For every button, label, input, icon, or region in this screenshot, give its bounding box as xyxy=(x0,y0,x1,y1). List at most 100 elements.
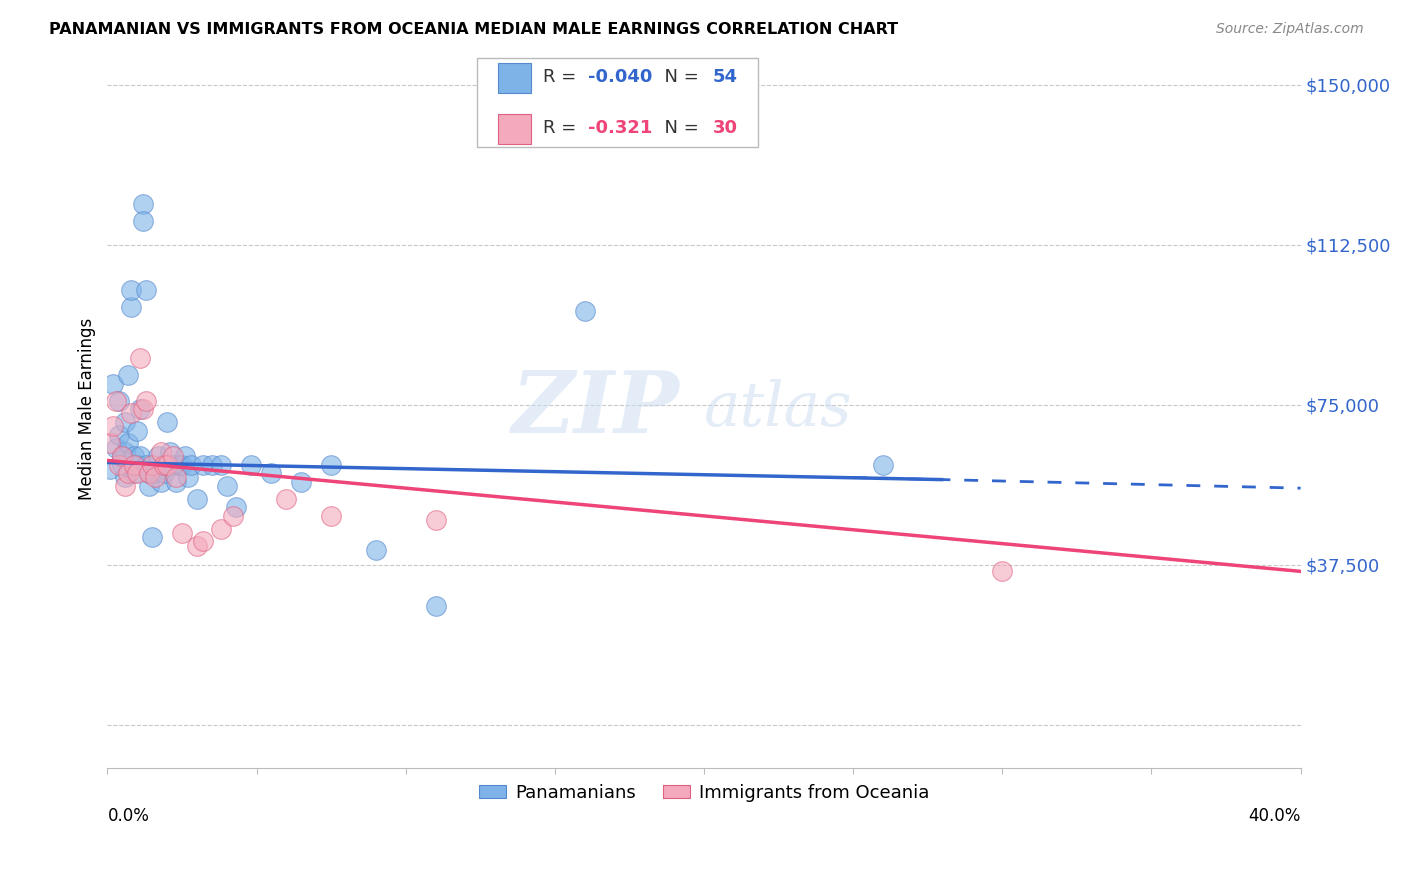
Point xyxy=(143,467,166,481)
Point xyxy=(122,467,145,481)
Text: -0.040: -0.040 xyxy=(588,68,652,87)
Point xyxy=(132,214,155,228)
Point xyxy=(117,368,139,382)
Point xyxy=(215,479,238,493)
Point xyxy=(153,467,176,481)
Text: 54: 54 xyxy=(713,68,737,87)
Point xyxy=(276,491,298,506)
Point xyxy=(127,467,149,481)
Point xyxy=(186,539,208,553)
Point xyxy=(425,513,447,527)
Text: R =: R = xyxy=(543,120,588,137)
Legend: Panamanians, Immigrants from Oceania: Panamanians, Immigrants from Oceania xyxy=(471,776,936,809)
Point xyxy=(239,458,262,472)
Point xyxy=(108,393,131,408)
Point xyxy=(191,458,214,472)
Point xyxy=(221,508,243,523)
Point xyxy=(165,470,187,484)
Point xyxy=(191,534,214,549)
Point xyxy=(103,419,125,434)
Point xyxy=(872,458,894,472)
Point xyxy=(132,402,155,417)
Point xyxy=(156,415,179,429)
Point xyxy=(111,458,134,472)
Point xyxy=(114,415,136,429)
Point xyxy=(129,402,152,417)
Point xyxy=(120,300,142,314)
Text: PANAMANIAN VS IMMIGRANTS FROM OCEANIA MEDIAN MALE EARNINGS CORRELATION CHART: PANAMANIAN VS IMMIGRANTS FROM OCEANIA ME… xyxy=(49,22,898,37)
Text: 0.0%: 0.0% xyxy=(107,807,149,825)
Point xyxy=(150,475,173,489)
Point xyxy=(132,197,155,211)
Point xyxy=(364,543,387,558)
Point xyxy=(167,458,190,472)
Point xyxy=(117,467,139,481)
Point xyxy=(991,565,1014,579)
Y-axis label: Median Male Earnings: Median Male Earnings xyxy=(79,318,96,500)
Point xyxy=(138,479,160,493)
Bar xyxy=(498,62,531,93)
Point xyxy=(170,458,193,472)
Point xyxy=(127,424,149,438)
Point xyxy=(209,458,232,472)
Text: N =: N = xyxy=(652,120,704,137)
Point xyxy=(122,458,145,472)
Text: atlas: atlas xyxy=(704,379,852,439)
Point xyxy=(156,458,179,472)
Point xyxy=(98,462,121,476)
Text: Source: ZipAtlas.com: Source: ZipAtlas.com xyxy=(1216,22,1364,37)
Point xyxy=(127,458,149,472)
Point xyxy=(143,470,166,484)
Point xyxy=(135,458,157,472)
Point xyxy=(186,491,208,506)
Point xyxy=(111,449,134,463)
Point xyxy=(108,427,131,442)
Point xyxy=(162,458,184,472)
FancyBboxPatch shape xyxy=(477,58,758,147)
Point xyxy=(105,441,128,455)
Text: N =: N = xyxy=(652,68,704,87)
Point xyxy=(209,522,232,536)
Point xyxy=(122,449,145,463)
Point xyxy=(114,445,136,459)
Text: 40.0%: 40.0% xyxy=(1249,807,1301,825)
Point xyxy=(574,304,596,318)
Point xyxy=(138,467,160,481)
Point xyxy=(138,467,160,481)
Point xyxy=(135,283,157,297)
Point xyxy=(150,445,173,459)
Point xyxy=(260,467,283,481)
Point xyxy=(177,470,200,484)
Text: 30: 30 xyxy=(713,120,737,137)
Point xyxy=(201,458,224,472)
Point xyxy=(103,376,125,391)
Point xyxy=(129,449,152,463)
Point xyxy=(117,436,139,450)
Point xyxy=(98,436,121,450)
Text: ZIP: ZIP xyxy=(512,368,681,451)
Point xyxy=(120,407,142,421)
Point xyxy=(135,393,157,408)
Point xyxy=(321,508,343,523)
Point xyxy=(159,445,181,459)
Point xyxy=(170,525,193,540)
Point xyxy=(129,351,152,365)
Point xyxy=(141,530,163,544)
Point xyxy=(174,449,197,463)
Point xyxy=(180,458,202,472)
Point xyxy=(165,475,187,489)
Point xyxy=(120,283,142,297)
Text: R =: R = xyxy=(543,68,582,87)
Point xyxy=(108,458,131,472)
Point xyxy=(225,500,247,515)
Text: -0.321: -0.321 xyxy=(588,120,652,137)
Point xyxy=(321,458,343,472)
Point xyxy=(146,449,169,463)
Point xyxy=(111,449,134,463)
Point xyxy=(141,458,163,472)
Bar xyxy=(498,114,531,144)
Point xyxy=(162,449,184,463)
Point xyxy=(153,458,176,472)
Point xyxy=(425,599,447,613)
Point xyxy=(114,479,136,493)
